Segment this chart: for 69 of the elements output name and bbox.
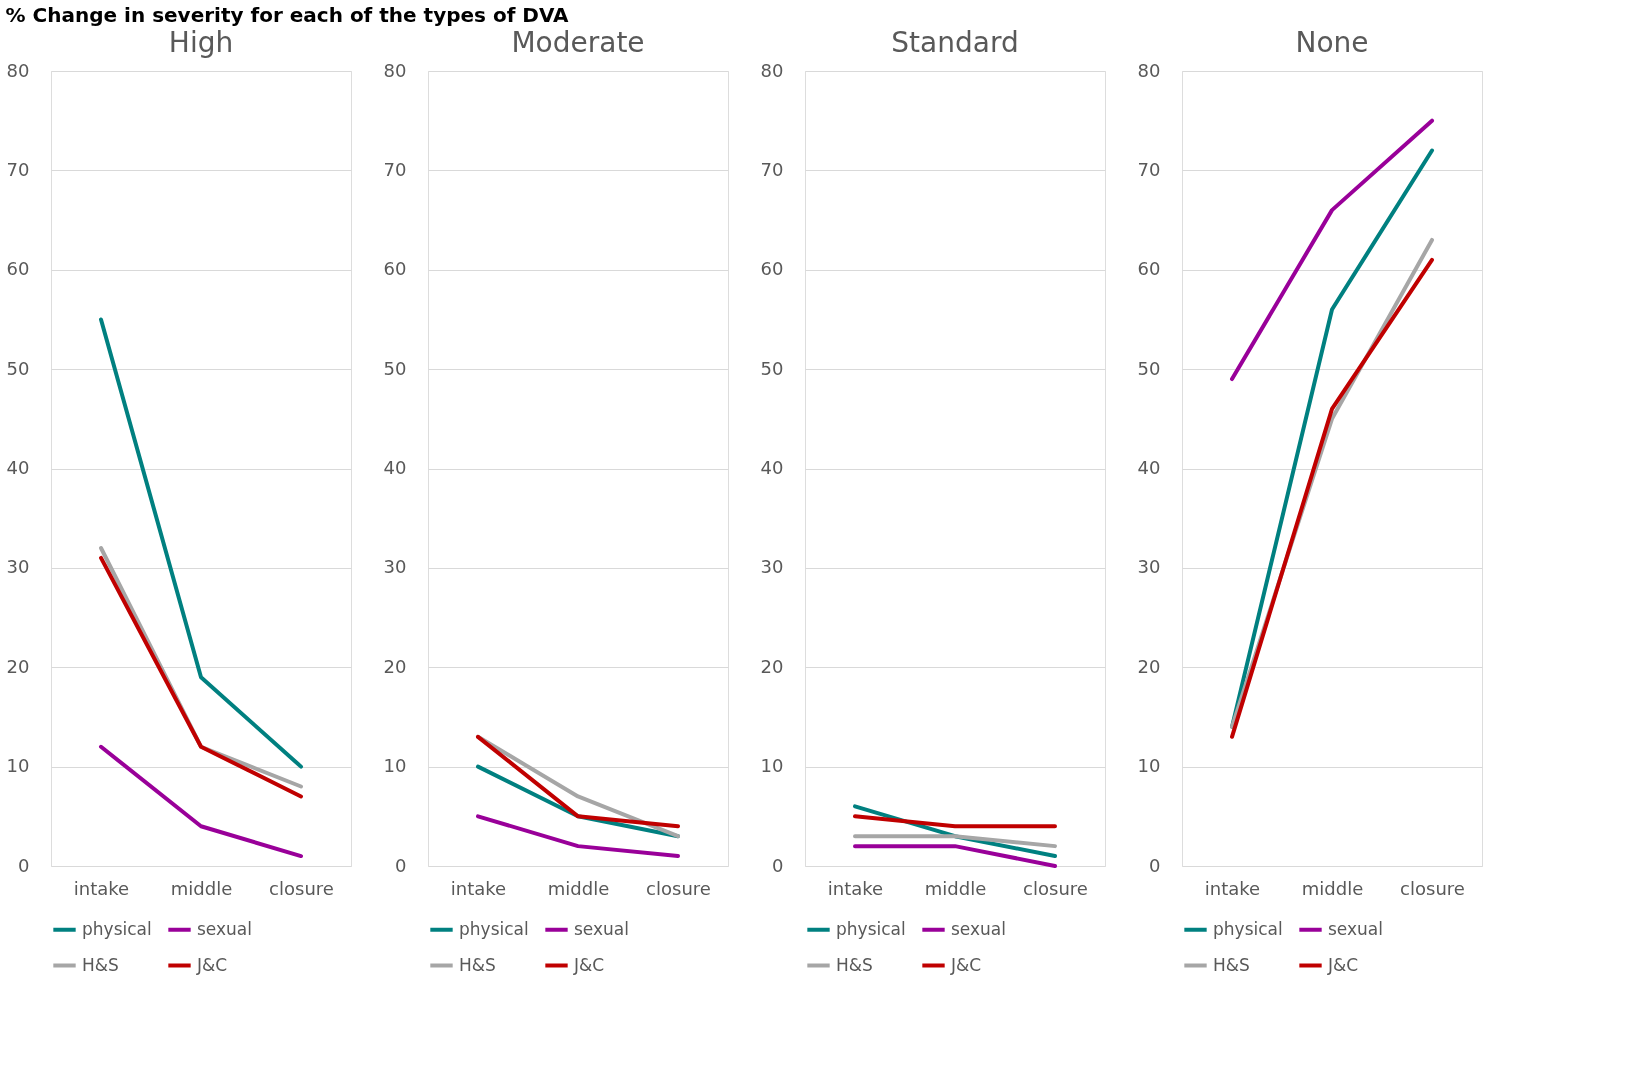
- y-tick-label: 60: [1137, 258, 1161, 280]
- legend-label: H&S: [836, 954, 873, 975]
- legend-label: sexual: [197, 918, 252, 939]
- y-tick-label: 10: [1137, 755, 1161, 777]
- y-tick-label: 50: [6, 357, 30, 379]
- y-tick-label: 80: [760, 59, 784, 81]
- y-tick-label: 10: [6, 755, 30, 777]
- legend-label: physical: [836, 918, 906, 939]
- x-tick-label: middle: [547, 877, 610, 899]
- y-tick-label: 40: [760, 457, 784, 478]
- y-tick-label: 30: [383, 556, 407, 578]
- x-tick-label: intake: [73, 877, 130, 899]
- y-tick-label: 10: [760, 755, 784, 777]
- x-tick-label: closure: [1400, 877, 1465, 899]
- y-tick-label: 70: [6, 158, 30, 180]
- y-tick-label: 50: [760, 357, 784, 379]
- y-tick-label: 80: [1137, 59, 1161, 81]
- y-tick-label: 20: [6, 655, 30, 677]
- y-tick-label: 40: [1137, 457, 1161, 478]
- legend-label: physical: [459, 918, 529, 939]
- legend-label: J&C: [1327, 954, 1359, 975]
- y-tick-label: 0: [18, 854, 30, 876]
- x-tick-label: intake: [450, 877, 507, 899]
- chart-title: None: [1295, 26, 1369, 59]
- y-tick-label: 80: [6, 59, 30, 81]
- y-tick-label: 20: [760, 655, 784, 677]
- y-tick-label: 20: [1137, 655, 1161, 677]
- y-tick-label: 30: [6, 556, 30, 578]
- y-tick-label: 60: [6, 258, 30, 280]
- x-tick-label: closure: [646, 877, 711, 899]
- y-tick-label: 40: [383, 457, 407, 478]
- legend-label: J&C: [573, 954, 605, 975]
- legend-label: physical: [82, 918, 152, 939]
- x-tick-label: intake: [827, 877, 884, 899]
- x-tick-label: intake: [1204, 877, 1261, 899]
- y-tick-label: 10: [383, 755, 407, 777]
- y-tick-label: 70: [760, 158, 784, 180]
- x-tick-label: middle: [170, 877, 233, 899]
- y-tick-label: 20: [383, 655, 407, 677]
- y-tick-label: 80: [383, 59, 407, 81]
- legend-label: J&C: [196, 954, 228, 975]
- y-tick-label: 70: [383, 158, 407, 180]
- y-tick-label: 0: [1149, 854, 1161, 876]
- x-tick-label: middle: [924, 877, 987, 899]
- legend-label: sexual: [951, 918, 1006, 939]
- legend-label: sexual: [574, 918, 629, 939]
- y-tick-label: 50: [383, 357, 407, 379]
- legend-label: H&S: [459, 954, 496, 975]
- y-tick-label: 40: [6, 457, 30, 478]
- y-tick-label: 30: [760, 556, 784, 578]
- chart-title: High: [168, 26, 234, 59]
- chart-title: Moderate: [511, 26, 645, 59]
- x-tick-label: middle: [1301, 877, 1364, 899]
- legend-label: J&C: [950, 954, 982, 975]
- y-tick-label: 50: [1137, 357, 1161, 379]
- text: % Change in severity for each of the types of DVA: [5, 2, 570, 27]
- legend-label: sexual: [1328, 918, 1383, 939]
- legend-label: physical: [1213, 918, 1283, 939]
- y-tick-label: 70: [1137, 158, 1161, 180]
- y-tick-label: 0: [772, 854, 784, 876]
- legend-label: H&S: [82, 954, 119, 975]
- legend-label: H&S: [1213, 954, 1250, 975]
- y-tick-label: 30: [1137, 556, 1161, 578]
- y-tick-label: 60: [760, 258, 784, 280]
- x-tick-label: closure: [269, 877, 334, 899]
- chart-title: Standard: [891, 26, 1019, 59]
- y-tick-label: 60: [383, 258, 407, 280]
- x-tick-label: closure: [1023, 877, 1088, 899]
- y-tick-label: 0: [395, 854, 407, 876]
